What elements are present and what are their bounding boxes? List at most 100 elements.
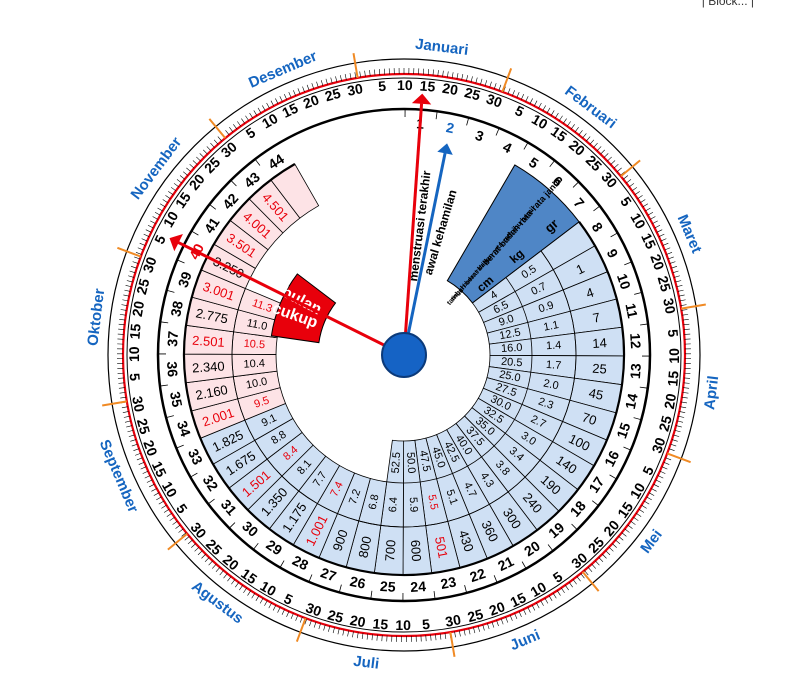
- day-tick: [470, 76, 473, 83]
- conception-pointer-head: [437, 143, 453, 155]
- day-tick: [126, 280, 133, 283]
- day-tick: [143, 233, 150, 237]
- day-number-label: 30: [484, 90, 504, 110]
- day-tick: [665, 457, 672, 461]
- day-tick: [225, 130, 230, 136]
- day-number-label: 20: [129, 300, 147, 318]
- day-tick: [118, 382, 125, 384]
- day-tick: [194, 546, 200, 552]
- day-number-label: 30: [346, 80, 364, 99]
- day-tick: [627, 524, 633, 529]
- day-tick: [655, 479, 662, 483]
- day-tick: [145, 229, 152, 233]
- gain-value: 1.1: [543, 319, 560, 334]
- day-tick: [600, 149, 605, 155]
- gain-value: 6.8: [367, 493, 382, 510]
- day-tick: [677, 420, 684, 423]
- month-divider: [501, 68, 513, 93]
- day-tick: [630, 520, 636, 525]
- day-tick: [598, 557, 604, 563]
- day-tick: [624, 528, 630, 533]
- day-tick: [179, 175, 185, 180]
- weight-value: 2.775: [194, 305, 229, 326]
- day-number-label: 30: [444, 611, 462, 630]
- day-tick: [673, 275, 680, 278]
- week-tick: [338, 584, 342, 593]
- gain-value: 10.0: [245, 376, 268, 392]
- day-tick: [162, 199, 168, 204]
- weight-value: 430: [456, 528, 477, 553]
- month-divider: [295, 617, 307, 642]
- month-divider: [449, 631, 456, 657]
- day-tick: [427, 69, 429, 76]
- week-tick: [435, 111, 438, 120]
- day-tick: [153, 492, 160, 496]
- day-tick: [595, 560, 600, 566]
- day-tick: [201, 553, 206, 559]
- weight-value: 70: [580, 409, 599, 428]
- gain-value: 5.1: [443, 488, 459, 506]
- day-tick: [564, 584, 569, 591]
- day-tick: [131, 443, 138, 447]
- weight-value: 45: [587, 385, 604, 403]
- lmp-pointer: [403, 103, 424, 338]
- day-tick: [580, 573, 585, 579]
- week-tick: [191, 230, 199, 236]
- day-number-label: 25: [134, 417, 154, 436]
- day-tick: [475, 77, 478, 84]
- unit-kg: kg: [507, 246, 527, 266]
- center-knob[interactable]: [381, 332, 427, 378]
- day-number-label: 5: [665, 329, 682, 338]
- weight-value: 501: [432, 535, 451, 559]
- day-tick: [636, 512, 642, 517]
- day-tick: [536, 602, 540, 609]
- day-number-label: 10: [529, 111, 551, 133]
- day-tick: [683, 328, 690, 330]
- day-tick: [676, 285, 683, 288]
- month-divider: [680, 303, 706, 310]
- day-number-label: 25: [323, 85, 342, 105]
- day-tick: [437, 70, 439, 77]
- day-tick: [643, 500, 650, 505]
- day-tick: [288, 92, 292, 98]
- week-tick: [279, 560, 285, 568]
- day-tick: [645, 207, 651, 212]
- week-tick: [572, 181, 579, 188]
- fundus-value: 20.5: [501, 356, 523, 369]
- day-tick: [584, 570, 589, 576]
- full-term-badge: [270, 273, 337, 344]
- day-tick: [119, 314, 126, 316]
- day-tick: [147, 224, 154, 229]
- day-tick: [213, 139, 219, 145]
- day-tick: [463, 629, 466, 636]
- day-tick: [165, 195, 171, 200]
- week-number: 29: [263, 536, 285, 558]
- day-tick: [178, 528, 184, 533]
- day-number-label: 30: [139, 255, 159, 275]
- week-tick: [549, 160, 555, 168]
- week-number: 34: [174, 419, 194, 439]
- month-divider: [167, 532, 188, 551]
- day-tick: [128, 434, 135, 437]
- week-tick: [464, 585, 468, 593]
- day-number-label: 10: [159, 479, 181, 501]
- day-tick: [675, 425, 682, 428]
- week-number: 41: [201, 214, 223, 236]
- day-tick: [435, 634, 437, 641]
- day-number-label: 20: [140, 438, 160, 458]
- day-tick: [608, 546, 614, 552]
- day-tick: [447, 71, 449, 78]
- day-tick: [146, 479, 153, 483]
- day-tick: [181, 532, 187, 537]
- day-number-label: 5: [127, 372, 144, 381]
- day-tick: [520, 94, 525, 100]
- day-tick: [231, 579, 236, 585]
- header-block: [446, 164, 580, 304]
- day-tick: [210, 142, 215, 148]
- day-tick: [356, 632, 359, 639]
- day-tick: [566, 121, 571, 127]
- day-number-label: 20: [647, 252, 667, 272]
- day-tick: [454, 631, 456, 638]
- gain-value: 5.9: [407, 497, 420, 513]
